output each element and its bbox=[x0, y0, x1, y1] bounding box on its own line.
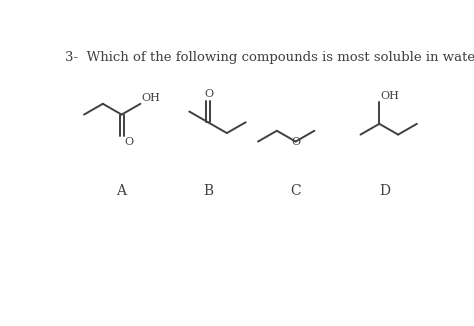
Text: 3-  Which of the following compounds is most soluble in water and why?: 3- Which of the following compounds is m… bbox=[65, 52, 474, 65]
Text: C: C bbox=[290, 184, 301, 198]
Text: O: O bbox=[204, 89, 213, 99]
Text: OH: OH bbox=[141, 93, 160, 103]
Text: OH: OH bbox=[380, 91, 399, 101]
Text: B: B bbox=[203, 184, 213, 198]
Text: O: O bbox=[124, 137, 133, 147]
Text: O: O bbox=[291, 137, 300, 147]
Text: D: D bbox=[379, 184, 390, 198]
Text: A: A bbox=[116, 184, 126, 198]
